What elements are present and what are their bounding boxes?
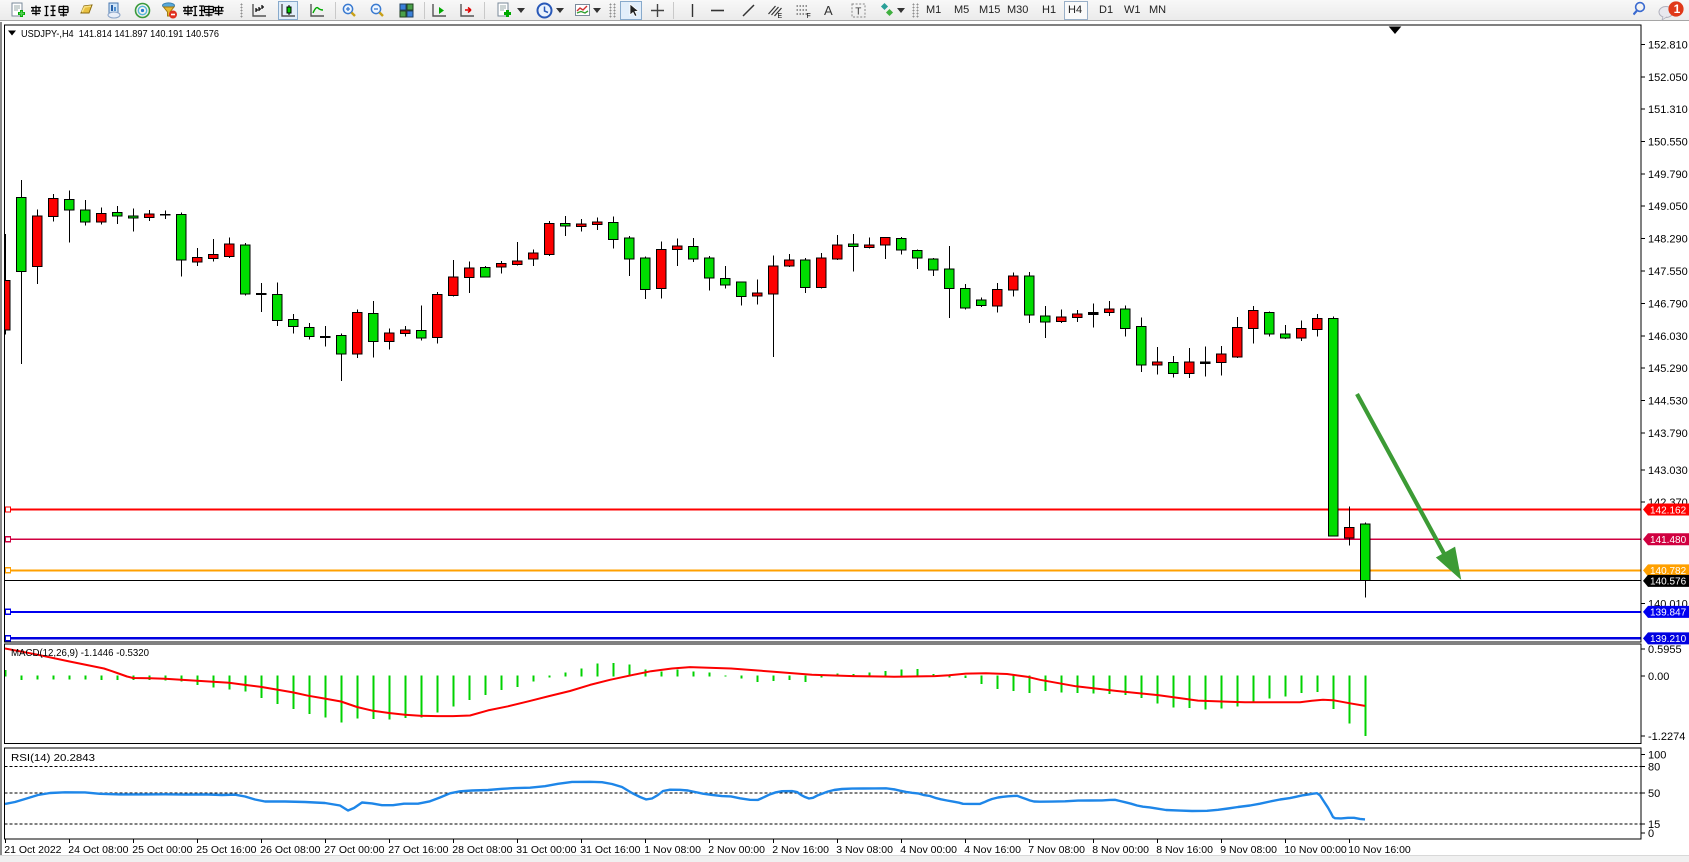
svg-text:3 Nov 08:00: 3 Nov 08:00 <box>836 844 893 856</box>
svg-text:140.576: 140.576 <box>1650 577 1687 588</box>
svg-text:1: 1 <box>1674 2 1681 16</box>
svg-text:151.310: 151.310 <box>1648 104 1688 116</box>
svg-text:7 Nov 08:00: 7 Nov 08:00 <box>1028 844 1085 856</box>
svg-text:140.782: 140.782 <box>1650 566 1687 577</box>
svg-text:146.790: 146.790 <box>1648 298 1688 310</box>
svg-text:28 Oct 08:00: 28 Oct 08:00 <box>452 844 512 856</box>
svg-text:9 Nov 08:00: 9 Nov 08:00 <box>1220 844 1277 856</box>
svg-text:8 Nov 16:00: 8 Nov 16:00 <box>1156 844 1213 856</box>
svg-text:141.480: 141.480 <box>1650 535 1687 546</box>
svg-text:-1.2274: -1.2274 <box>1648 731 1685 743</box>
svg-text:15: 15 <box>1648 819 1660 831</box>
svg-text:RSI(14) 20.2843: RSI(14) 20.2843 <box>11 752 95 764</box>
svg-text:27 Oct 16:00: 27 Oct 16:00 <box>388 844 448 856</box>
svg-text:0: 0 <box>1648 828 1654 840</box>
svg-text:10 Nov 00:00: 10 Nov 00:00 <box>1284 844 1347 856</box>
svg-text:147.550: 147.550 <box>1648 266 1688 278</box>
svg-text:1 Nov 08:00: 1 Nov 08:00 <box>644 844 701 856</box>
svg-text:26 Oct 08:00: 26 Oct 08:00 <box>260 844 320 856</box>
svg-text:8 Nov 00:00: 8 Nov 00:00 <box>1092 844 1149 856</box>
svg-text:149.050: 149.050 <box>1648 201 1688 213</box>
svg-text:25 Oct 00:00: 25 Oct 00:00 <box>132 844 192 856</box>
svg-text:149.790: 149.790 <box>1648 169 1688 181</box>
svg-text:10 Nov 16:00: 10 Nov 16:00 <box>1348 844 1411 856</box>
svg-text:50: 50 <box>1648 788 1660 800</box>
svg-text:143.790: 143.790 <box>1648 428 1688 440</box>
svg-text:E: E <box>778 13 783 19</box>
svg-text:21 Oct 2022: 21 Oct 2022 <box>4 844 61 856</box>
svg-text:148.290: 148.290 <box>1648 233 1688 245</box>
svg-text:139.210: 139.210 <box>1650 634 1687 645</box>
svg-text:0.00: 0.00 <box>1648 671 1669 683</box>
svg-text:31 Oct 00:00: 31 Oct 00:00 <box>516 844 576 856</box>
svg-text:100: 100 <box>1648 750 1666 762</box>
svg-text:139.847: 139.847 <box>1650 608 1687 619</box>
svg-text:143.030: 143.030 <box>1648 465 1688 477</box>
svg-text:150.550: 150.550 <box>1648 136 1688 148</box>
svg-text:2 Nov 16:00: 2 Nov 16:00 <box>772 844 829 856</box>
svg-text:31 Oct 16:00: 31 Oct 16:00 <box>580 844 640 856</box>
svg-text:145.290: 145.290 <box>1648 363 1688 375</box>
svg-text:142.162: 142.162 <box>1650 505 1687 516</box>
svg-text:27 Oct 00:00: 27 Oct 00:00 <box>324 844 384 856</box>
svg-text:152.810: 152.810 <box>1648 40 1688 52</box>
svg-text:80: 80 <box>1648 762 1660 774</box>
svg-text:144.530: 144.530 <box>1648 396 1688 408</box>
svg-text:4 Nov 00:00: 4 Nov 00:00 <box>900 844 957 856</box>
svg-text:T: T <box>855 7 861 18</box>
svg-text:2 Nov 00:00: 2 Nov 00:00 <box>708 844 765 856</box>
svg-text:MACD(12,26,9) -1.1446 -0.5320: MACD(12,26,9) -1.1446 -0.5320 <box>11 647 149 659</box>
svg-text:4 Nov 16:00: 4 Nov 16:00 <box>964 844 1021 856</box>
svg-text:USDJPY-,H4 141.814 141.897 14: USDJPY-,H4 141.814 141.897 140.191 140.5… <box>21 28 219 40</box>
svg-text:25 Oct 16:00: 25 Oct 16:00 <box>196 844 256 856</box>
svg-text:152.050: 152.050 <box>1648 72 1688 84</box>
svg-text:0.5955: 0.5955 <box>1648 644 1682 656</box>
svg-text:24 Oct 08:00: 24 Oct 08:00 <box>68 844 128 856</box>
svg-text:F: F <box>807 13 811 19</box>
svg-text:146.030: 146.030 <box>1648 331 1688 343</box>
